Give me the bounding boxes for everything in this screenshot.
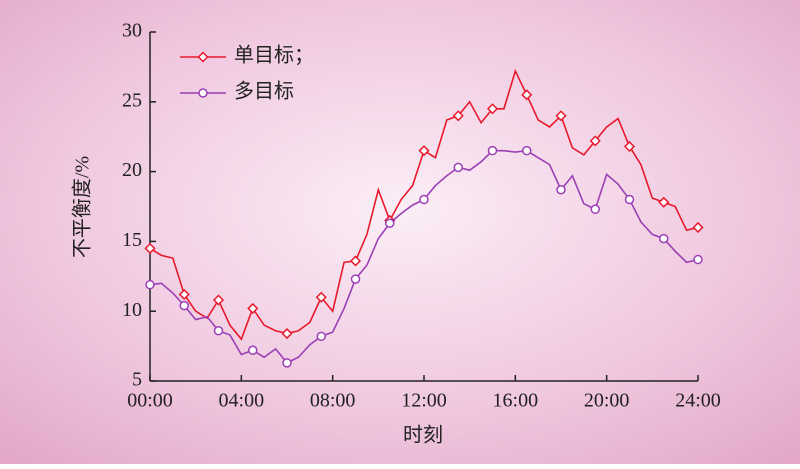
data-point xyxy=(693,254,703,265)
legend-marker xyxy=(198,88,208,98)
data-point xyxy=(452,110,464,122)
x-tick-label: 24:00 xyxy=(675,390,721,412)
data-point xyxy=(247,302,259,314)
data-point xyxy=(248,345,258,356)
data-point xyxy=(522,145,532,156)
data-point xyxy=(179,300,189,311)
data-point xyxy=(315,291,327,303)
data-point xyxy=(486,103,499,115)
data-point xyxy=(589,135,601,147)
data-point xyxy=(659,233,669,244)
data-point xyxy=(418,145,430,157)
data-point xyxy=(419,194,429,205)
x-tick-label: 00:00 xyxy=(127,390,173,412)
y-axis-label: 不平衡度/% xyxy=(71,156,94,258)
data-point xyxy=(692,221,704,234)
data-point xyxy=(281,327,293,340)
data-point xyxy=(624,194,635,205)
data-point xyxy=(556,184,566,195)
y-tick-label: 15 xyxy=(122,229,142,251)
data-point xyxy=(658,196,670,208)
data-point xyxy=(453,162,463,173)
data-point xyxy=(178,288,190,301)
y-tick-label: 20 xyxy=(122,159,142,181)
data-point xyxy=(521,89,533,101)
data-point xyxy=(282,358,292,368)
y-tick-label: 10 xyxy=(122,299,142,321)
x-tick-label: 08:00 xyxy=(310,390,356,412)
data-point xyxy=(144,242,156,254)
data-point xyxy=(213,325,224,336)
data-point xyxy=(349,255,362,267)
x-tick-label: 12:00 xyxy=(401,390,447,412)
legend-label: 单目标； xyxy=(234,44,314,67)
y-tick-label: 25 xyxy=(122,89,142,111)
x-tick-label: 16:00 xyxy=(493,390,539,412)
data-point xyxy=(385,218,395,229)
data-point xyxy=(623,140,636,153)
legend-label: 多目标 xyxy=(234,80,294,103)
data-point xyxy=(555,110,567,122)
data-point xyxy=(316,331,326,342)
y-tick-label: 30 xyxy=(122,20,142,42)
y-tick-label: 5 xyxy=(132,369,142,391)
data-point xyxy=(145,279,155,290)
data-point xyxy=(487,145,498,156)
data-point xyxy=(212,294,225,306)
data-point xyxy=(590,204,600,215)
x-tick-label: 20:00 xyxy=(584,390,630,412)
legend-marker xyxy=(197,51,209,63)
data-point xyxy=(350,274,361,284)
x-tick-label: 04:00 xyxy=(219,390,265,412)
x-axis-label: 时刻 xyxy=(403,424,443,447)
